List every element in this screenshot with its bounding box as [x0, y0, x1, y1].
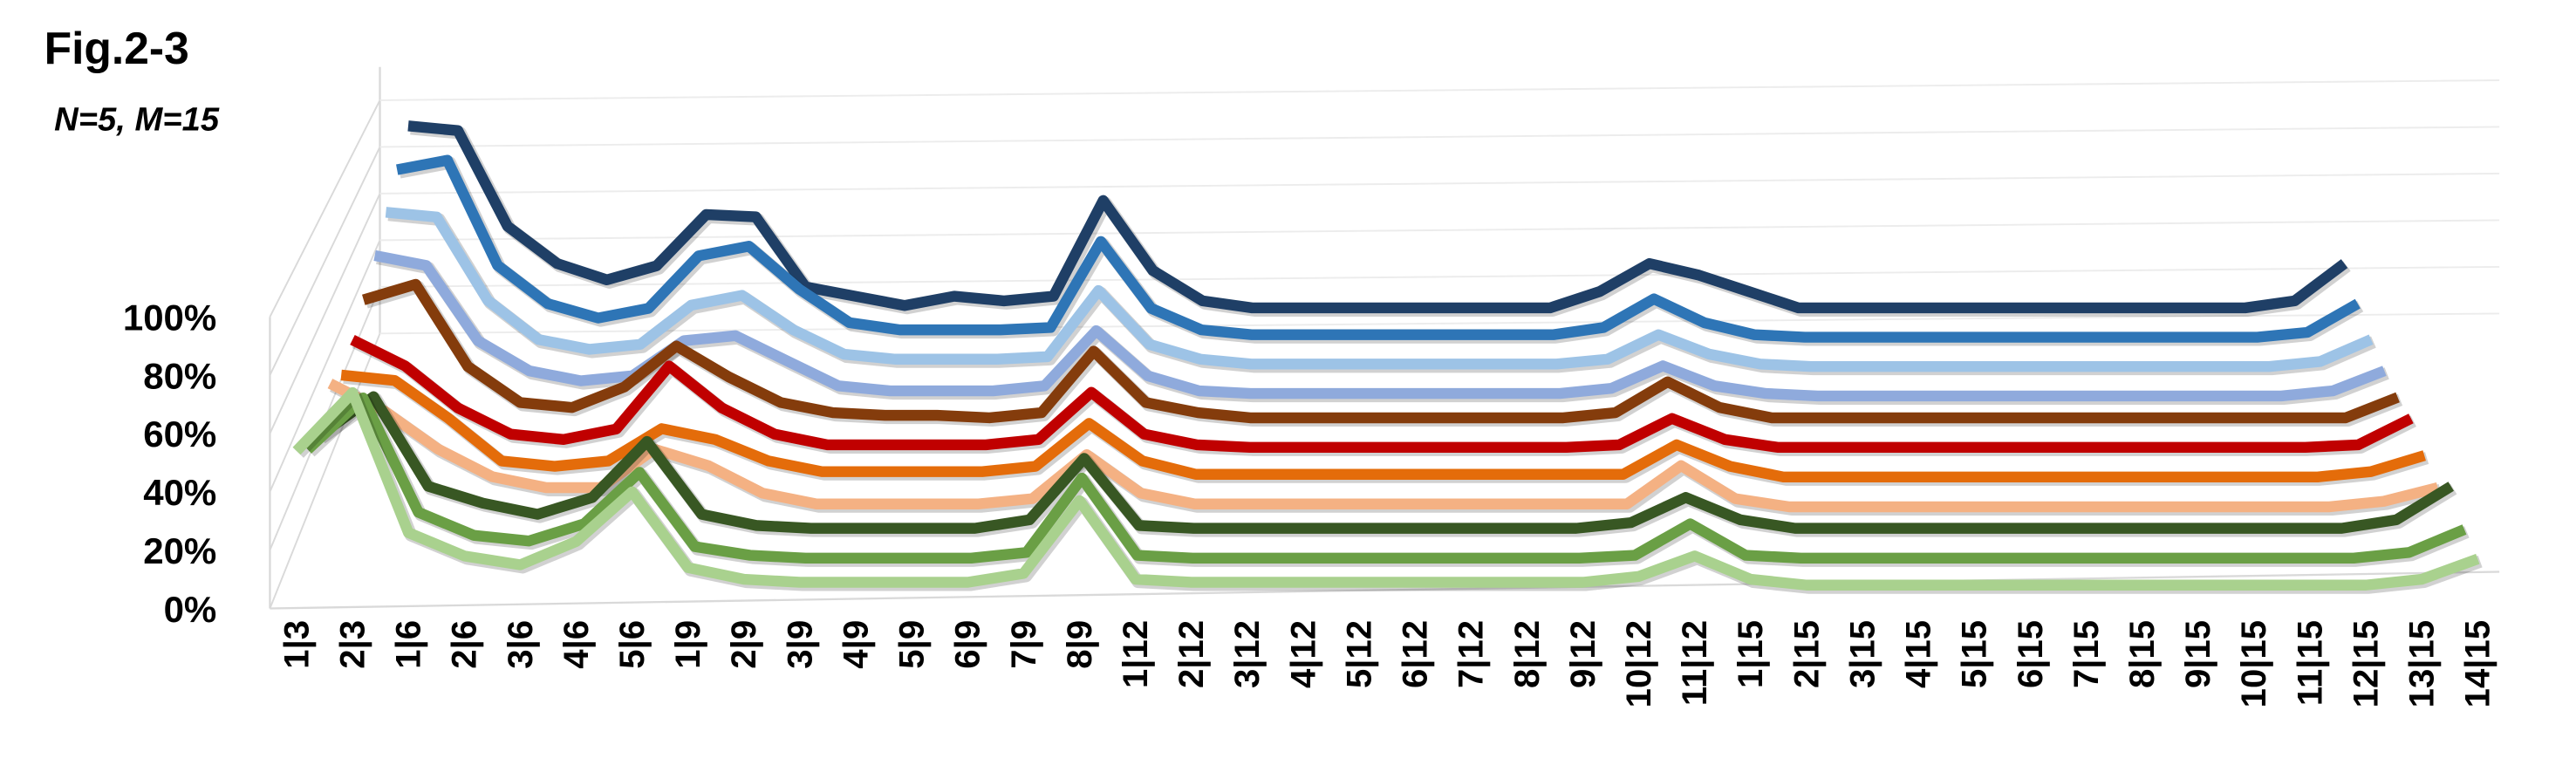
y-tick-label: 40%: [143, 472, 216, 513]
x-tick-label: 4|12: [1284, 620, 1322, 688]
grid-line: [269, 193, 381, 434]
x-tick-label: 2|3: [333, 620, 372, 669]
grid-line: [379, 126, 2500, 148]
series-line: [385, 207, 2374, 372]
series-line: [362, 278, 2400, 424]
x-tick-label: 2|12: [1172, 620, 1211, 688]
grid-line: [269, 239, 381, 493]
series-line: [304, 393, 2467, 564]
grid-line: [269, 99, 381, 318]
series-line: [315, 391, 2454, 534]
grid-line: [379, 79, 2500, 101]
x-tick-label: 6|12: [1397, 620, 1435, 688]
grid-line: [379, 265, 2500, 288]
x-tick-label: 8|12: [1508, 620, 1547, 688]
x-tick-label: 9|12: [1564, 620, 1602, 688]
x-tick-label: 6|9: [949, 620, 987, 669]
chart-subtitle: N=5, M=15: [54, 100, 220, 138]
x-tick-label: 1|3: [277, 620, 316, 669]
x-tick-label: 7|9: [1005, 620, 1043, 669]
x-tick-label: 4|15: [1900, 620, 1938, 688]
grid-line: [379, 312, 2500, 335]
x-tick-label: 11|12: [1676, 620, 1714, 706]
x-tick-label: 1|12: [1117, 620, 1155, 688]
x-tick-label: 8|9: [1061, 620, 1099, 669]
series-line: [340, 369, 2426, 482]
x-tick-label: 3|15: [1843, 620, 1882, 688]
x-tick-label: 11|15: [2291, 620, 2329, 706]
series-line: [350, 335, 2414, 453]
x-tick-label: 10|15: [2235, 620, 2273, 707]
x-tick-label: 7|15: [2067, 620, 2106, 688]
x-tick-label: 5|15: [1956, 620, 1994, 688]
series-line: [373, 249, 2387, 402]
x-tick-label: 12|15: [2347, 620, 2385, 707]
series-line: [292, 386, 2480, 591]
axis-line: [270, 570, 2500, 610]
x-tick-label: 7|12: [1452, 620, 1491, 688]
x-tick-label: 5|6: [613, 620, 652, 669]
y-tick-label: 80%: [143, 355, 216, 396]
chart-title: Fig.2-3: [44, 23, 189, 73]
x-tick-label: 14|15: [2459, 620, 2497, 707]
y-tick-label: 20%: [143, 530, 216, 571]
grid-line: [379, 173, 2500, 195]
x-tick-label: 10|12: [1620, 620, 1658, 707]
y-tick-label: 60%: [143, 413, 216, 454]
x-tick-label: 3|12: [1228, 620, 1267, 688]
x-tick-label: 3|9: [781, 620, 819, 669]
x-tick-label: 9|15: [2179, 620, 2217, 688]
series-line: [327, 379, 2439, 513]
x-tick-label: 3|6: [502, 620, 540, 669]
x-tick-label: 1|6: [390, 620, 428, 669]
x-tick-label: 2|15: [1787, 620, 1826, 688]
x-tick-label: 5|12: [1340, 620, 1378, 688]
x-tick-label: 8|15: [2123, 620, 2162, 688]
y-tick-label: 0%: [164, 589, 217, 630]
x-tick-label: 6|15: [2012, 620, 2050, 688]
x-tick-label: 1|9: [669, 620, 707, 669]
x-tick-label: 2|9: [725, 620, 763, 669]
y-tick-label: 100%: [123, 297, 216, 338]
series-line: [407, 120, 2348, 314]
x-tick-label: 13|15: [2403, 620, 2442, 707]
x-tick-label: 4|9: [837, 620, 875, 669]
grid-line: [379, 219, 2500, 242]
grid-line: [269, 146, 381, 376]
x-tick-label: 2|6: [446, 620, 484, 669]
series-line: [396, 154, 2361, 343]
x-tick-label: 1|15: [1732, 620, 1770, 688]
x-tick-label: 5|9: [893, 620, 932, 669]
x-tick-label: 4|6: [557, 620, 596, 669]
